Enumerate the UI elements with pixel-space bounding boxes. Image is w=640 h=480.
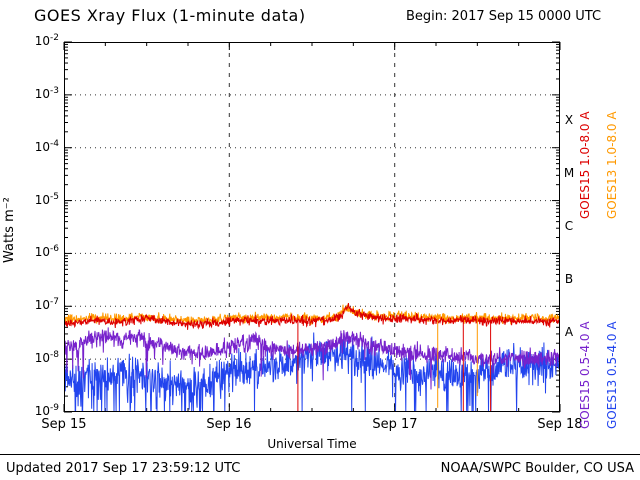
- x-tick-label: Sep 16: [206, 417, 252, 432]
- y-tick-label: 10-4: [34, 139, 59, 154]
- y-tick-label: 10-7: [34, 297, 59, 312]
- flare-class-label: X: [564, 113, 574, 127]
- agency-credit: NOAA/SWPC Boulder, CO USA: [440, 461, 634, 476]
- flare-class-label: M: [563, 166, 575, 180]
- footer-divider: [0, 454, 640, 455]
- y-tick-label: 10-3: [34, 86, 59, 101]
- right-axis-series-label: GOES15 0.5-4.0 A: [578, 321, 592, 429]
- x-axis-label: Universal Time: [267, 437, 357, 451]
- x-tick-label: Sep 17: [372, 417, 418, 432]
- right-axis-series-label: GOES15 1.0-8.0 A: [578, 111, 592, 219]
- x-tick-label: Sep 18: [537, 417, 583, 432]
- y-tick-label: 10-5: [34, 192, 59, 207]
- flare-class-label: B: [564, 272, 574, 286]
- series-goes13-short: [64, 332, 560, 412]
- right-axis-series-label: GOES13 1.0-8.0 A: [605, 111, 619, 219]
- y-tick-label: 10-9: [34, 403, 59, 418]
- flare-class-label: C: [564, 219, 574, 233]
- right-axis-series-label: GOES13 0.5-4.0 A: [605, 321, 619, 429]
- begin-timestamp: Begin: 2017 Sep 15 0000 UTC: [406, 9, 602, 24]
- y-tick-label: 10-8: [34, 350, 59, 365]
- y-tick-label: 10-2: [34, 33, 59, 48]
- updated-timestamp: Updated 2017 Sep 17 23:59:12 UTC: [6, 461, 241, 476]
- plot-title: GOES Xray Flux (1-minute data): [34, 6, 306, 25]
- x-tick-label: Sep 15: [41, 417, 87, 432]
- flare-class-label: A: [564, 325, 574, 339]
- y-axis-label: Watts m⁻²: [2, 197, 17, 263]
- y-tick-label: 10-6: [34, 244, 59, 259]
